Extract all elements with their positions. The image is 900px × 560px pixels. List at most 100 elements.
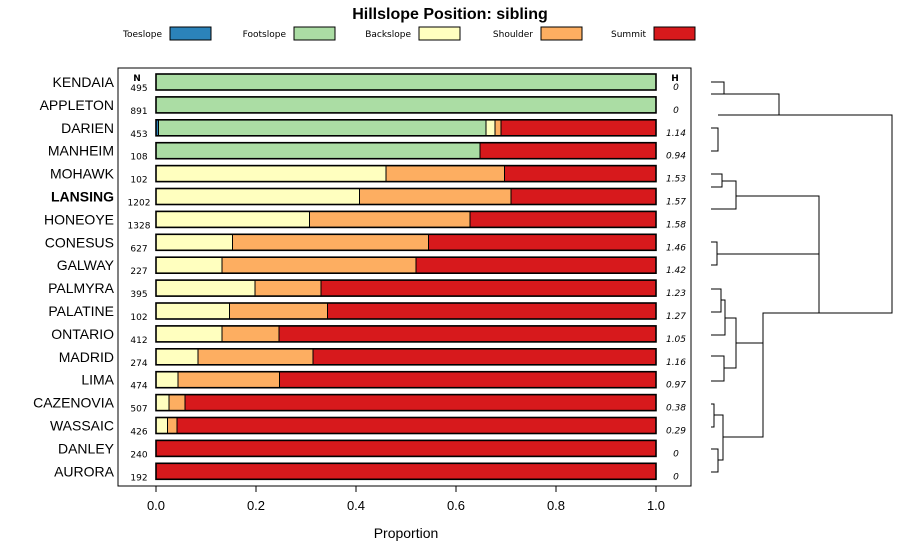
- h-value-appleton: 0: [673, 106, 679, 116]
- row-label-palatine: PALATINE: [48, 303, 114, 319]
- dendrogram-branch: [711, 180, 737, 210]
- h-value-palmyra: 1.23: [666, 289, 686, 299]
- segment-palatine-shoulder: [229, 302, 328, 320]
- x-tick-label: 0.8: [547, 498, 565, 513]
- dendrogram-branch: [711, 127, 719, 152]
- bar-cazenovia: [155, 393, 657, 412]
- n-count-appleton: 891: [130, 107, 147, 117]
- segment-wassaic-summit: [176, 417, 657, 434]
- dendrogram-branch: [711, 173, 723, 188]
- bar-outline-darien: [155, 119, 657, 137]
- segment-darien-shoulder: [494, 119, 502, 137]
- h-value-kendaia: 0: [673, 83, 679, 93]
- row-label-appleton: APPLETON: [40, 97, 114, 113]
- dendrogram-branch: [723, 342, 764, 438]
- bar-outline-appleton: [155, 96, 657, 114]
- segment-manheim-footslope: [155, 142, 481, 160]
- segment-ontario-backslope: [155, 325, 223, 343]
- n-count-aurora: 192: [130, 473, 147, 483]
- row-label-conesus: CONESUS: [45, 234, 114, 250]
- segment-lima-backslope: [155, 371, 179, 389]
- row-label-manheim: MANHEIM: [48, 143, 114, 159]
- bar-palmyra: [155, 279, 657, 297]
- bar-outline-conesus: [155, 233, 657, 252]
- n-count-ontario: 412: [130, 336, 147, 346]
- segment-conesus-shoulder: [232, 233, 429, 251]
- segment-ontario-summit: [278, 325, 657, 343]
- bar-outline-manheim: [155, 141, 657, 160]
- legend-swatch-toeslope: [169, 26, 212, 41]
- n-count-lansing: 1202: [128, 199, 151, 209]
- bar-outline-cazenovia: [155, 393, 657, 412]
- bar-wassaic: [155, 416, 657, 435]
- bar-outline-kendaia: [155, 73, 657, 91]
- bar-lansing: [155, 187, 657, 206]
- segment-manheim-summit: [479, 142, 657, 160]
- segment-lima-summit: [279, 371, 657, 389]
- segment-cazenovia-summit: [184, 394, 657, 412]
- dendrogram-branch: [711, 299, 726, 336]
- h-value-honeoye: 1.58: [666, 220, 686, 230]
- bar-appleton: [155, 96, 657, 114]
- bar-outline-honeoye: [155, 210, 657, 229]
- n-count-palmyra: 395: [130, 290, 147, 300]
- n-count-madrid: 274: [130, 359, 147, 369]
- row-label-madrid: MADRID: [59, 349, 114, 365]
- dendrogram-branch: [711, 355, 725, 382]
- x-tick-label: 0.2: [247, 498, 265, 513]
- n-count-conesus: 627: [130, 244, 147, 254]
- dendrogram-branch: [711, 448, 719, 473]
- segment-madrid-shoulder: [197, 348, 314, 366]
- dendrogram: [711, 81, 893, 473]
- legend-swatch-backslope: [418, 26, 461, 41]
- bar-aurora: [155, 462, 657, 481]
- h-value-galway: 1.42: [666, 266, 686, 276]
- segment-wassaic-backslope: [155, 417, 168, 434]
- segment-madrid-backslope: [155, 348, 199, 366]
- row-label-ontario: ONTARIO: [51, 326, 114, 342]
- dendrogram-branch: [718, 93, 780, 116]
- row-label-mohawk: MOHAWK: [50, 166, 115, 182]
- legend-label-shoulder: Shoulder: [493, 30, 533, 40]
- h-value-mohawk: 1.53: [666, 175, 686, 185]
- dendrogram-branch: [711, 403, 715, 428]
- segment-appleton-footslope: [155, 96, 657, 114]
- plot-frame: [117, 67, 692, 487]
- x-tick-label: 0.0: [147, 498, 165, 513]
- bar-danley: [155, 439, 657, 458]
- h-value-conesus: 1.46: [666, 243, 686, 253]
- bar-outline-madrid: [155, 347, 657, 366]
- dendrogram-branch: [711, 81, 725, 95]
- h-value-danley: 0: [673, 449, 679, 459]
- h-value-lima: 0.97: [666, 381, 686, 391]
- segment-honeoye-backslope: [155, 210, 310, 228]
- bar-outline-ontario: [155, 325, 657, 343]
- n-count-honeoye: 1328: [128, 221, 151, 231]
- legend-label-toeslope: Toeslope: [122, 30, 162, 40]
- h-value-wassaic: 0.29: [666, 427, 686, 437]
- bar-outline-lima: [155, 370, 657, 389]
- legend-swatch-summit: [653, 26, 696, 41]
- segment-aurora-summit: [155, 462, 657, 480]
- segment-lansing-summit: [510, 188, 657, 205]
- legend: Toeslope Footslope Backslope Shoulder Summit: [122, 26, 696, 41]
- segment-lima-shoulder: [177, 371, 280, 389]
- segment-darien-backslope: [485, 119, 496, 137]
- h-value-madrid: 1.16: [666, 358, 686, 368]
- segment-palatine-summit: [327, 302, 657, 320]
- dendrogram-branch: [711, 288, 722, 313]
- h-value-cazenovia: 0.38: [666, 404, 686, 414]
- n-count-mohawk: 102: [130, 176, 147, 186]
- segment-honeoye-shoulder: [309, 210, 471, 228]
- bar-honeoye: [155, 210, 657, 229]
- segment-danley-summit: [155, 439, 657, 457]
- segment-palmyra-shoulder: [254, 279, 322, 297]
- bar-outline-galway: [155, 256, 657, 275]
- segment-madrid-summit: [312, 348, 657, 366]
- segment-cazenovia-backslope: [155, 394, 170, 412]
- row-label-lansing: LANSING: [51, 189, 114, 205]
- segment-honeoye-summit: [469, 210, 657, 228]
- bar-rows: KENDAIA 495 0 APPLETON 891 0 DARIEN 453 1.14 MANH…: [33, 73, 686, 483]
- legend-label-summit: Summit: [611, 30, 646, 40]
